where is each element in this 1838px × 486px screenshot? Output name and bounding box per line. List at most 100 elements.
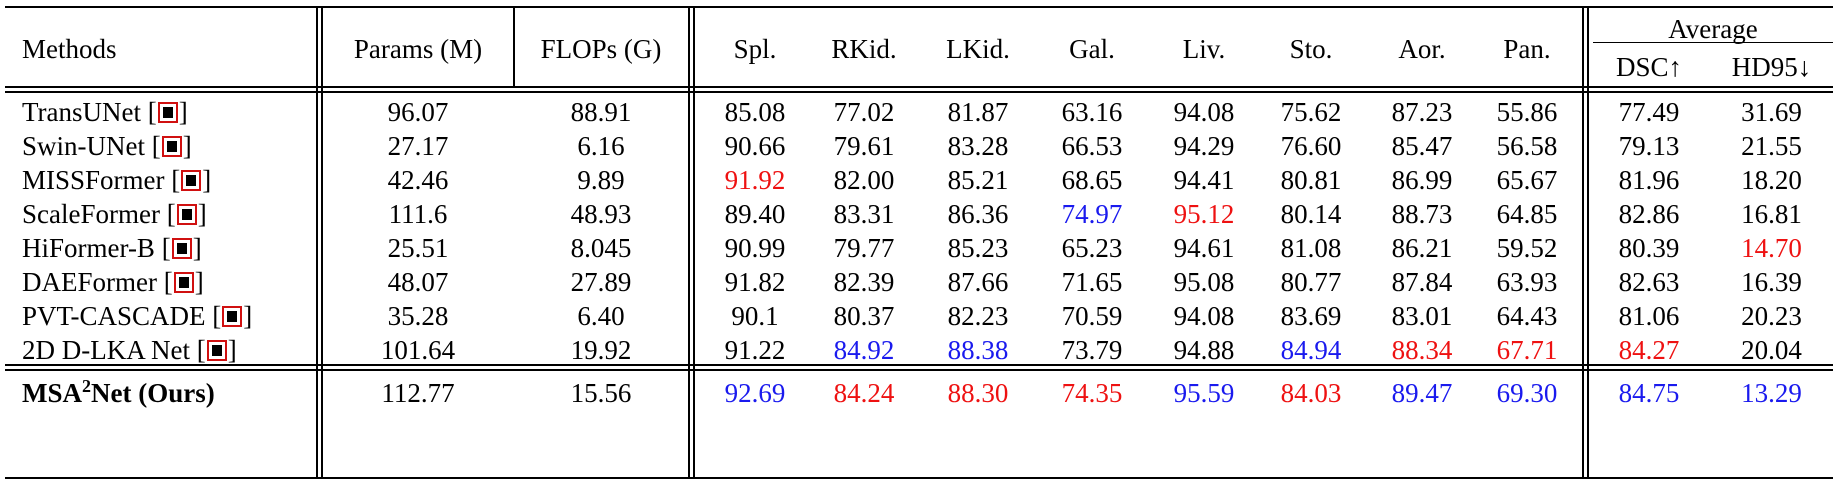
hd95-cell: 14.70 xyxy=(1741,233,1802,263)
header-organ: Sto. xyxy=(1289,34,1333,64)
ours-flops-cell: 15.56 xyxy=(570,378,632,408)
organ-score-cell: 59.52 xyxy=(1496,233,1558,263)
organ-score-cell: 76.60 xyxy=(1280,131,1342,161)
organ-score-cell: 91.92 xyxy=(724,165,786,195)
organ-score-cell: 86.36 xyxy=(947,199,1009,229)
header-methods: Methods xyxy=(22,34,117,64)
organ-score-cell: 95.08 xyxy=(1173,267,1235,297)
citation-link-icon[interactable] xyxy=(161,136,182,157)
organ-score-cell: 63.93 xyxy=(1496,267,1558,297)
organ-score-cell: 79.77 xyxy=(833,233,895,263)
ours-params-cell: 112.77 xyxy=(381,378,455,408)
organ-score-cell: 83.28 xyxy=(947,131,1009,161)
ours-organ-score-cell: 84.24 xyxy=(833,378,895,408)
organ-score-cell: 75.62 xyxy=(1280,97,1342,127)
hd95-cell: 16.39 xyxy=(1741,267,1802,297)
method-name: 2D D-LKA Net [] xyxy=(22,335,237,365)
organ-score-cell: 87.84 xyxy=(1391,267,1453,297)
ours-rule-2 xyxy=(5,369,1833,371)
params-cell: 35.28 xyxy=(387,301,449,331)
hd95-cell: 20.23 xyxy=(1741,301,1802,331)
hd95-cell: 18.20 xyxy=(1741,165,1802,195)
organ-score-cell: 84.92 xyxy=(833,335,895,365)
organ-score-cell: 87.23 xyxy=(1391,97,1453,127)
params-cell: 111.6 xyxy=(388,199,448,229)
hd95-cell: 16.81 xyxy=(1741,199,1802,229)
citation-link-icon[interactable] xyxy=(222,306,243,327)
header-organ: Spl. xyxy=(733,34,777,64)
organ-score-cell: 65.67 xyxy=(1496,165,1558,195)
header-hd95: HD95↓ xyxy=(1731,52,1812,82)
ours-suffix: Net (Ours) xyxy=(91,378,215,408)
vrule-a xyxy=(316,8,318,478)
organ-score-cell: 94.41 xyxy=(1173,165,1235,195)
flops-cell: 6.16 xyxy=(577,131,625,161)
header-dsc: DSC↑ xyxy=(1615,52,1683,82)
organ-score-cell: 90.99 xyxy=(724,233,786,263)
organ-score-cell: 71.65 xyxy=(1061,267,1123,297)
flops-cell: 27.89 xyxy=(570,267,632,297)
organ-score-cell: 73.79 xyxy=(1061,335,1123,365)
citation-link-icon[interactable] xyxy=(173,272,194,293)
ours-organ-score-cell: 69.30 xyxy=(1496,378,1558,408)
method-label: ScaleFormer [ xyxy=(22,199,176,229)
method-bracket: ] xyxy=(178,97,188,127)
citation-link-icon[interactable] xyxy=(206,340,227,361)
organ-score-cell: 80.14 xyxy=(1280,199,1342,229)
organ-score-cell: 64.43 xyxy=(1496,301,1558,331)
citation-link-icon[interactable] xyxy=(171,238,192,259)
vrule-d xyxy=(688,8,690,478)
organ-score-cell: 83.01 xyxy=(1391,301,1453,331)
ours-prefix: MSA xyxy=(22,378,82,408)
ours-hd95-cell: 13.29 xyxy=(1741,378,1802,408)
vrule-c xyxy=(513,8,515,86)
vrule-g xyxy=(1587,8,1589,478)
method-name: DAEFormer [] xyxy=(22,267,204,297)
method-name: MISSFormer [] xyxy=(22,165,211,195)
organ-score-cell: 74.97 xyxy=(1061,199,1123,229)
ours-rule-1 xyxy=(5,364,1833,366)
method-bracket: ] xyxy=(192,233,202,263)
organ-score-cell: 55.86 xyxy=(1496,97,1558,127)
citation-link-icon[interactable] xyxy=(157,102,178,123)
header-rule-1 xyxy=(5,86,1833,88)
dsc-cell: 79.13 xyxy=(1618,131,1680,161)
organ-score-cell: 63.16 xyxy=(1061,97,1123,127)
header-organ: RKid. xyxy=(831,34,897,64)
organ-score-cell: 82.00 xyxy=(833,165,895,195)
method-label: MISSFormer [ xyxy=(22,165,181,195)
organ-score-cell: 82.39 xyxy=(833,267,895,297)
top-rule xyxy=(5,6,1833,8)
organ-score-cell: 91.22 xyxy=(724,335,786,365)
ours-dsc-cell: 84.75 xyxy=(1618,378,1680,408)
ours-organ-score-cell: 92.69 xyxy=(724,378,786,408)
header-organ: LKid. xyxy=(946,34,1010,64)
header-average: Average xyxy=(1668,14,1758,44)
flops-cell: 8.045 xyxy=(570,233,632,263)
citation-link-icon[interactable] xyxy=(181,170,202,191)
organ-score-cell: 83.69 xyxy=(1280,301,1342,331)
organ-score-cell: 87.66 xyxy=(947,267,1009,297)
vrule-e xyxy=(693,8,695,478)
method-name: HiFormer-B [] xyxy=(22,233,202,263)
organ-score-cell: 86.21 xyxy=(1391,233,1453,263)
flops-cell: 6.40 xyxy=(577,301,625,331)
flops-cell: 9.89 xyxy=(577,165,625,195)
dsc-cell: 81.96 xyxy=(1618,165,1680,195)
dsc-cell: 82.86 xyxy=(1618,199,1680,229)
header-organ: Pan. xyxy=(1503,34,1551,64)
organ-score-cell: 90.1 xyxy=(731,301,779,331)
organ-score-cell: 82.23 xyxy=(947,301,1009,331)
flops-cell: 88.91 xyxy=(570,97,632,127)
method-label: DAEFormer [ xyxy=(22,267,173,297)
method-bracket: ] xyxy=(227,335,237,365)
citation-link-icon[interactable] xyxy=(176,204,197,225)
ours-organ-score-cell: 95.59 xyxy=(1173,378,1235,408)
organ-score-cell: 91.82 xyxy=(724,267,786,297)
organ-score-cell: 56.58 xyxy=(1496,131,1558,161)
organ-score-cell: 85.23 xyxy=(947,233,1009,263)
organ-score-cell: 88.34 xyxy=(1391,335,1453,365)
dsc-cell: 80.39 xyxy=(1618,233,1680,263)
dsc-cell: 77.49 xyxy=(1618,97,1680,127)
